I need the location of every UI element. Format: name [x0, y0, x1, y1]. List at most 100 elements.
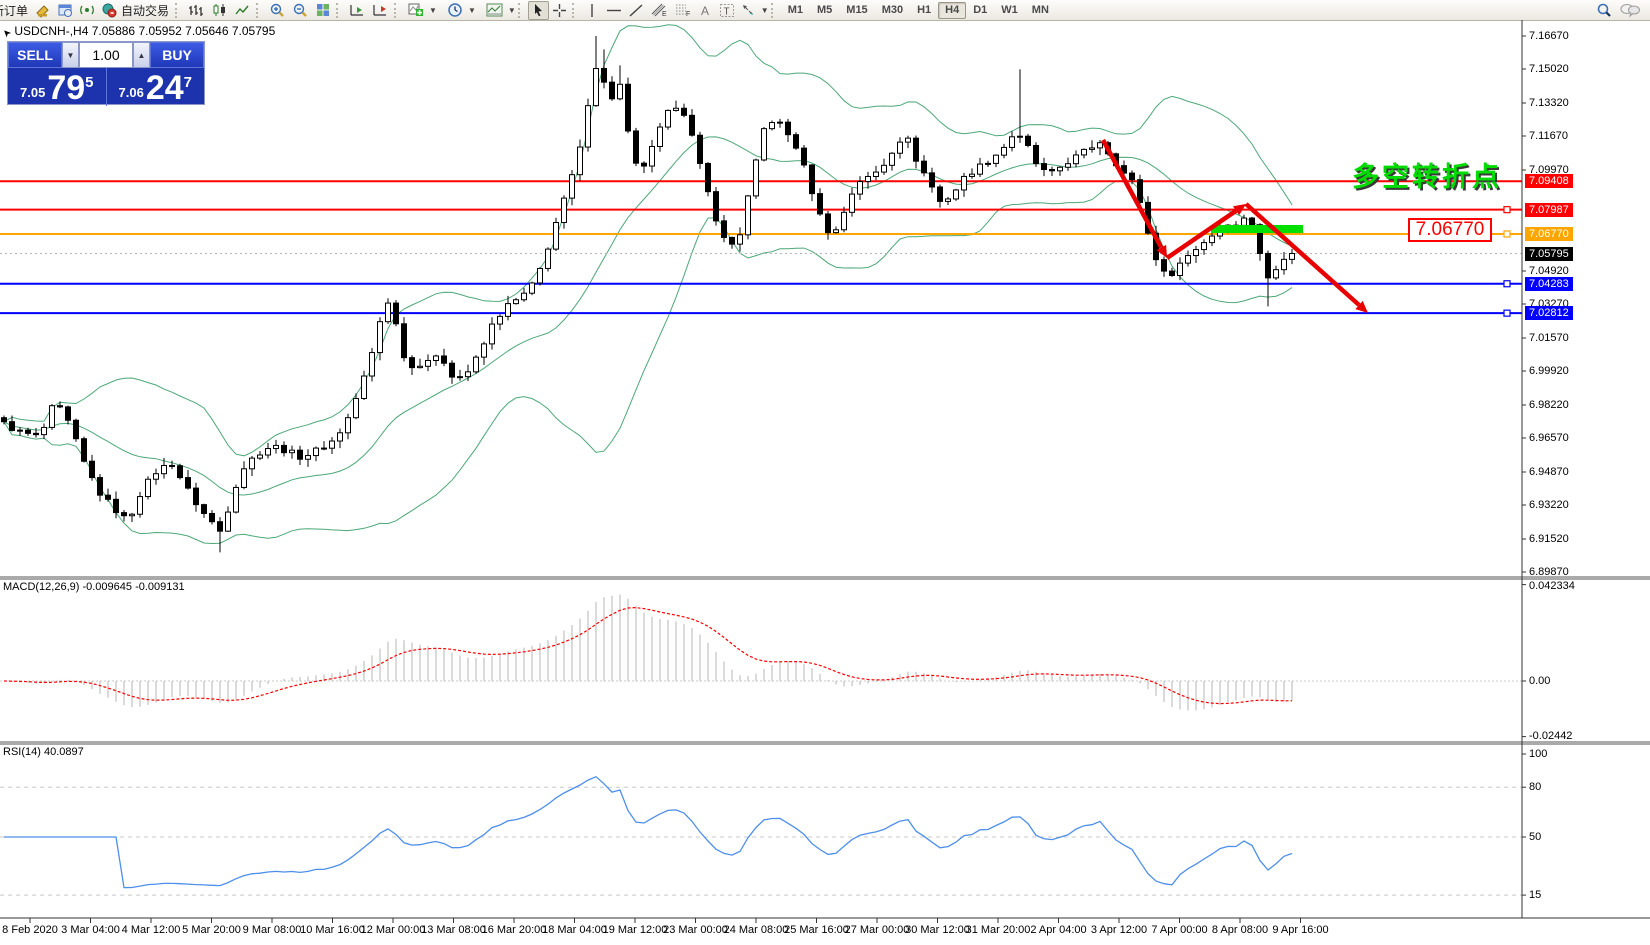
- toolbar: 新订单 自动交易 ▼ ▼ ▼ E F A T: [0, 0, 1650, 21]
- macd-tick: 0.042334: [1529, 580, 1575, 592]
- bollinger-upper-band: [3, 24, 1293, 457]
- time-tick: 8 Apr 08:00: [1211, 924, 1269, 936]
- arrows-tool-icon[interactable]: [738, 1, 760, 20]
- price-tick: 7.04920: [1529, 264, 1569, 277]
- cursor-tool-icon[interactable]: [527, 0, 549, 20]
- text-tool-icon[interactable]: A: [695, 1, 716, 20]
- line-chart-type-icon[interactable]: [231, 1, 254, 20]
- line-handle[interactable]: [1503, 309, 1511, 317]
- tile-windows-icon[interactable]: [312, 1, 334, 20]
- autotrade-icon[interactable]: [98, 1, 120, 20]
- rsi-pane[interactable]: [0, 775, 1522, 896]
- new-order-button[interactable]: 新订单: [0, 3, 29, 18]
- timeframe-mn[interactable]: MN: [1031, 4, 1049, 16]
- timeframe-m5[interactable]: M5: [817, 4, 833, 16]
- level-price-tag[interactable]: 7.07987: [1525, 202, 1573, 217]
- signal-icon[interactable]: [76, 1, 98, 20]
- chat-icon[interactable]: [1616, 1, 1644, 20]
- buy-price[interactable]: 7.06 24 7: [118, 69, 192, 107]
- rsi-tick: 50: [1529, 830, 1542, 843]
- vertical-line-tool-icon[interactable]: [582, 1, 603, 20]
- timeframe-h4[interactable]: H4: [938, 1, 967, 19]
- price-tick: 7.16670: [1529, 29, 1569, 42]
- horizontal-line-tool-icon[interactable]: [603, 1, 625, 20]
- trendline-tool-icon[interactable]: [625, 1, 647, 20]
- rsi-line: [4, 775, 1293, 889]
- green-zone-bar[interactable]: [1211, 225, 1303, 233]
- svg-text:A: A: [701, 4, 709, 18]
- price-tick: 6.93220: [1529, 498, 1569, 511]
- time-tick: 9 Mar 08:00: [242, 924, 302, 936]
- bollinger-lower-band: [3, 179, 1293, 545]
- rsi-tick: 15: [1529, 888, 1542, 901]
- timeframe-w1[interactable]: W1: [1001, 4, 1018, 16]
- label-tool-icon[interactable]: T: [716, 1, 738, 20]
- time-tick: 8 Feb 2020: [2, 924, 58, 936]
- zoom-out-icon[interactable]: [289, 1, 312, 20]
- timeframe-m30[interactable]: M30: [881, 4, 904, 16]
- macd-label: MACD(12,26,9) -0.009645 -0.009131: [3, 581, 185, 593]
- indicators-caret[interactable]: ▼: [429, 5, 437, 15]
- sell-button[interactable]: SELL: [8, 42, 62, 68]
- toolbar-grip: [394, 2, 401, 18]
- trend-arrow-drawing[interactable]: [1101, 138, 1368, 313]
- macd-tick: 0.00: [1529, 674, 1551, 687]
- level-price-tag[interactable]: 7.02812: [1525, 306, 1573, 321]
- timeframe-h1[interactable]: H1: [917, 4, 932, 16]
- templates-icon[interactable]: [483, 1, 507, 20]
- search-icon[interactable]: [1593, 1, 1616, 20]
- main-chart-pane[interactable]: [0, 24, 1522, 553]
- timeframe-m15[interactable]: M15: [846, 4, 868, 16]
- fibonacci-tool-icon[interactable]: F: [671, 1, 695, 20]
- templates-caret[interactable]: ▼: [507, 5, 516, 15]
- price-tick: 7.11670: [1529, 129, 1568, 142]
- time-tick: 24 Mar 08:00: [723, 924, 789, 936]
- zoom-in-icon[interactable]: [266, 1, 289, 20]
- bar-chart-type-icon[interactable]: [185, 1, 208, 20]
- price-callout-box[interactable]: 7.06770: [1408, 218, 1492, 242]
- arrows-caret[interactable]: ▼: [760, 5, 769, 15]
- macd-signal-line: [3, 606, 1292, 705]
- svg-text:T: T: [723, 6, 729, 17]
- timeframe-d1[interactable]: D1: [973, 4, 988, 16]
- chart-annotation-text[interactable]: 多空转折点: [1352, 162, 1502, 192]
- chart-shift-icon[interactable]: [369, 1, 392, 20]
- toolbar-grip: [571, 2, 579, 18]
- timeframe-m1[interactable]: M1: [787, 4, 803, 16]
- channel-tool-icon[interactable]: E: [647, 1, 671, 20]
- new-order-icon[interactable]: [32, 1, 54, 20]
- toolbar-grip: [256, 2, 263, 18]
- market-watch-icon[interactable]: [54, 1, 76, 20]
- line-handle[interactable]: [1503, 206, 1511, 214]
- volume-increase-button[interactable]: ▲: [133, 42, 150, 68]
- level-price-tag[interactable]: 7.09408: [1525, 174, 1573, 189]
- current-price-tag[interactable]: 7.05795: [1525, 246, 1573, 261]
- macd-pane[interactable]: [0, 594, 1522, 711]
- level-price-tag[interactable]: 7.04283: [1525, 276, 1573, 291]
- crosshair-tool-icon[interactable]: [549, 1, 570, 20]
- price-tick: 6.94870: [1529, 465, 1569, 478]
- macd-tick: -0.02442: [1529, 730, 1573, 743]
- line-handle[interactable]: [1503, 230, 1511, 238]
- time-tick: 7 Apr 00:00: [1151, 924, 1208, 936]
- time-tick: 25 Mar 16:00: [784, 924, 849, 936]
- volume-input[interactable]: 1.00: [79, 42, 133, 68]
- time-tick: 3 Mar 04:00: [61, 924, 120, 936]
- level-price-tag[interactable]: 7.06770: [1525, 227, 1573, 241]
- time-tick: 2 Apr 04:00: [1030, 924, 1087, 936]
- price-tick: 6.96570: [1529, 431, 1569, 444]
- buy-button[interactable]: BUY: [150, 42, 204, 68]
- periods-caret[interactable]: ▼: [467, 5, 476, 15]
- volume-decrease-button[interactable]: ▼: [62, 42, 79, 68]
- chart-cursor-icon: ➤: [0, 25, 15, 40]
- autotrade-button[interactable]: 自动交易: [121, 3, 170, 18]
- line-handle[interactable]: [1503, 280, 1511, 288]
- time-tick: 19 Mar 12:00: [602, 924, 668, 936]
- periods-clock-icon[interactable]: [444, 1, 467, 20]
- auto-scroll-icon[interactable]: [346, 1, 369, 20]
- one-click-trading-panel: SELL ▼ 1.00 ▲ BUY 7.05 79 5 7.06 24 7: [7, 41, 205, 107]
- indicators-icon[interactable]: [404, 1, 428, 20]
- candlestick-type-icon[interactable]: [208, 1, 231, 20]
- sell-price[interactable]: 7.05 79 5: [8, 68, 107, 106]
